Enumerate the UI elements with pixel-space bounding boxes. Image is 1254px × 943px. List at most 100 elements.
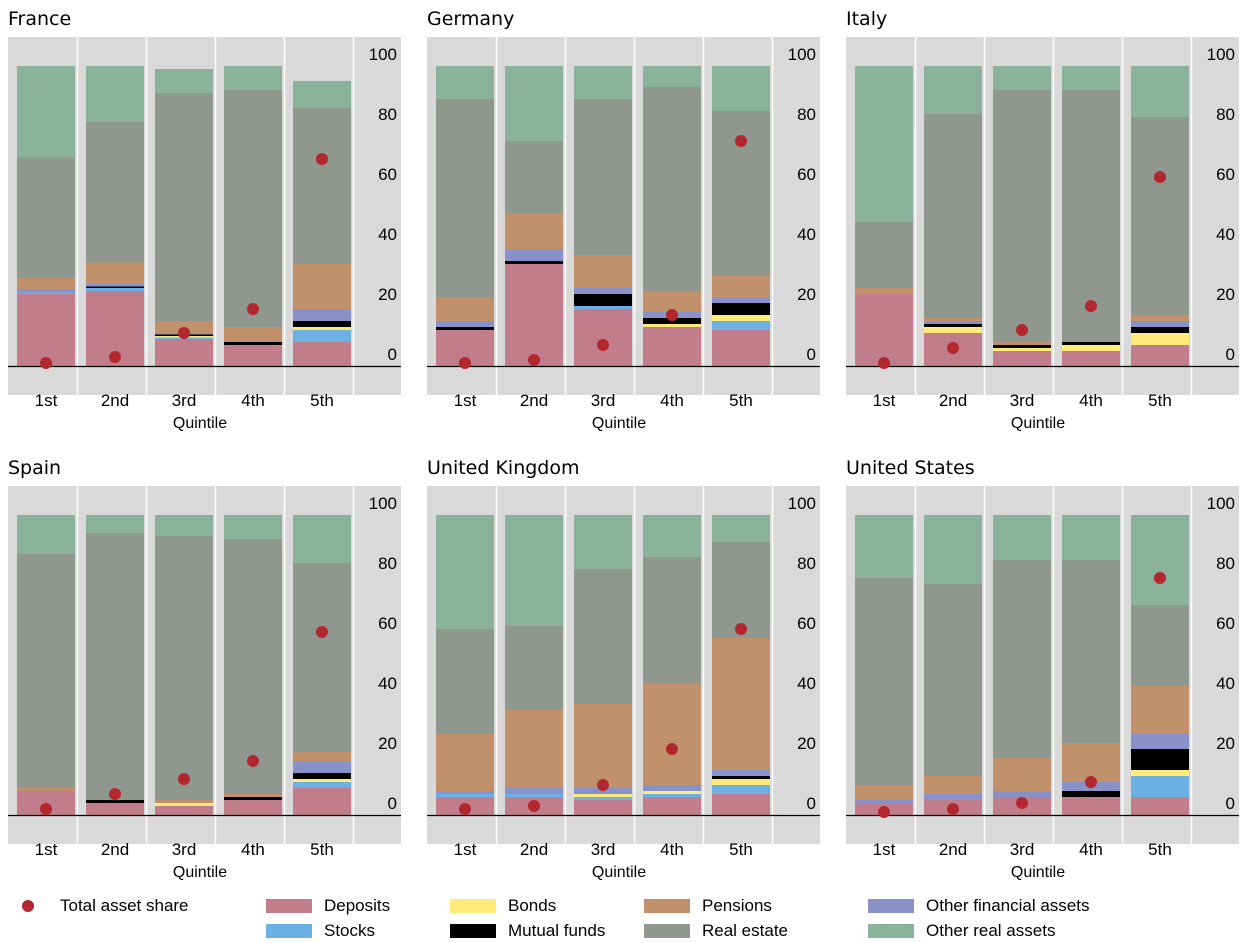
x-axis-label: Quintile	[173, 864, 227, 881]
legend-label: Mutual funds	[508, 921, 606, 940]
bar-segment-bonds-5th	[293, 327, 351, 330]
panel-title: France	[8, 8, 71, 30]
x-tick-label: 4th	[241, 840, 265, 859]
bar-segment-deposits-4th	[1062, 351, 1120, 366]
bar-segment-deposits-3rd	[574, 309, 632, 366]
bar-segment-other-fin-5th	[712, 770, 770, 776]
bar-segment-real-estate-1st	[17, 554, 75, 788]
bar-segment-other-real-3rd	[993, 66, 1051, 90]
total-asset-share-dot	[316, 626, 328, 638]
y-tick-label: 20	[378, 285, 397, 304]
bar-segment-other-fin-5th	[293, 761, 351, 773]
y-tick-label: 20	[797, 734, 816, 753]
x-axis-label: Quintile	[592, 864, 646, 881]
legend-label: Real estate	[702, 921, 788, 940]
legend-other-financial-assets: Other financial assets	[868, 895, 1089, 917]
bar-segment-real-estate-4th	[1062, 560, 1120, 743]
legend-mutual-funds: Mutual funds	[450, 920, 605, 942]
y-tick-label: 60	[797, 614, 816, 633]
bar-segment-other-fin-1st	[855, 800, 913, 803]
bar-segment-real-estate-3rd	[574, 99, 632, 255]
bar-segment-other-real-1st	[436, 66, 494, 99]
bar-segment-real-estate-1st	[436, 629, 494, 734]
bar-segment-pensions-4th	[224, 794, 282, 797]
legend-label: Stocks	[324, 921, 376, 940]
y-tick-label: 60	[1216, 165, 1235, 184]
bar-segment-stocks-5th	[293, 782, 351, 788]
y-tick-label: 0	[388, 794, 397, 813]
bar-segment-pensions-1st	[17, 788, 75, 791]
bar-segment-other-real-4th	[1062, 515, 1120, 560]
total-asset-share-dot	[597, 339, 609, 351]
x-axis-label: Quintile	[592, 415, 646, 432]
bar-segment-stocks-3rd	[574, 306, 632, 309]
x-tick-label: 2nd	[939, 391, 967, 410]
bar-segment-real-estate-5th	[293, 108, 351, 264]
bar-segment-deposits-5th	[293, 788, 351, 815]
legend-pensions: Pensions	[644, 895, 772, 917]
bar-segment-other-real-2nd	[924, 515, 982, 584]
bar-segment-bonds-2nd	[924, 327, 982, 333]
bar-segment-mutual-4th	[1062, 342, 1120, 345]
bar-segment-other-real-4th	[224, 66, 282, 90]
panel-title: Italy	[846, 8, 887, 30]
bar-segment-pensions-3rd	[574, 255, 632, 288]
legend-label: Bonds	[508, 896, 557, 915]
x-tick-label: 5th	[310, 391, 334, 410]
total-asset-share-dot	[597, 779, 609, 791]
bar-segment-pensions-1st	[855, 288, 913, 294]
x-tick-label: 1st	[873, 840, 896, 859]
legend-stocks: Stocks	[266, 920, 375, 942]
bar-segment-other-fin-3rd	[993, 791, 1051, 797]
bar-segment-bonds-5th	[712, 315, 770, 321]
x-tick-label: 4th	[660, 391, 684, 410]
bar-segment-bonds-3rd	[155, 803, 213, 806]
legend-swatch	[450, 924, 496, 938]
y-tick-label: 0	[807, 794, 816, 813]
total-asset-share-dot	[666, 743, 678, 755]
x-tick-label: 3rd	[591, 840, 616, 859]
bar-segment-pensions-2nd	[924, 318, 982, 321]
y-tick-label: 80	[797, 554, 816, 573]
bar-segment-deposits-3rd	[155, 339, 213, 366]
legend-label: Deposits	[324, 896, 391, 915]
bar-segment-pensions-1st	[855, 785, 913, 800]
total-asset-share-dot	[1016, 324, 1028, 336]
bar-segment-deposits-5th	[712, 330, 770, 366]
bar-segment-pensions-4th	[224, 327, 282, 342]
total-asset-share-dot	[528, 354, 540, 366]
bar-segment-real-estate-5th	[293, 563, 351, 752]
bar-segment-stocks-5th	[712, 785, 770, 794]
y-tick-label: 20	[1216, 285, 1235, 304]
bar-segment-real-estate-4th	[224, 90, 282, 327]
bar-segment-pensions-5th	[712, 276, 770, 297]
bar-segment-deposits-5th	[712, 794, 770, 815]
bar-segment-pensions-2nd	[86, 262, 144, 284]
bar-segment-pensions-1st	[436, 297, 494, 321]
y-tick-label: 0	[388, 345, 397, 364]
bar-segment-mutual-2nd	[86, 800, 144, 803]
bar-segment-pensions-5th	[1131, 686, 1189, 734]
bar-segment-mutual-5th	[293, 321, 351, 327]
bar-segment-other-fin-5th	[712, 297, 770, 303]
legend-swatch	[450, 899, 496, 913]
bar-segment-bonds-4th	[643, 324, 701, 327]
total-asset-share-dot	[247, 755, 259, 767]
y-tick-label: 0	[1226, 794, 1235, 813]
total-asset-share-dot	[1154, 171, 1166, 183]
y-tick-label: 100	[788, 494, 816, 513]
bar-segment-stocks-5th	[293, 330, 351, 342]
legend-swatch	[266, 899, 312, 913]
y-tick-label: 40	[797, 225, 816, 244]
bar-segment-deposits-4th	[1062, 797, 1120, 815]
bar-segment-bonds-5th	[712, 779, 770, 785]
x-tick-label: 5th	[310, 840, 334, 859]
total-asset-share-dot	[40, 357, 52, 369]
bar-segment-other-fin-4th	[643, 785, 701, 791]
x-axis-label: Quintile	[173, 415, 227, 432]
legend-label: Other real assets	[926, 921, 1056, 940]
bar-segment-bonds-3rd	[993, 348, 1051, 351]
x-tick-label: 1st	[454, 391, 477, 410]
bar-segment-bonds-4th	[643, 791, 701, 794]
x-tick-label: 3rd	[1010, 840, 1035, 859]
